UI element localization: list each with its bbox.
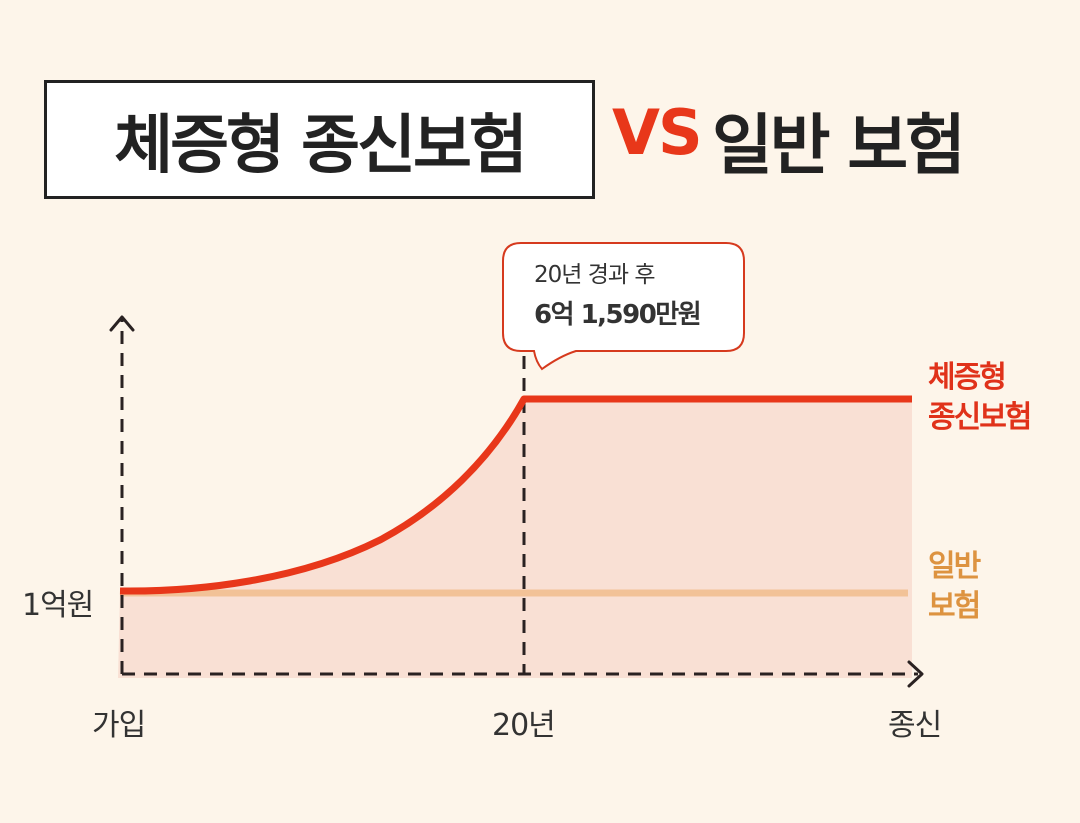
legend-general: 일반 보험 — [928, 547, 981, 627]
callout-value: 6억 1,590만원 — [534, 300, 702, 330]
title-general: 일반 보험 — [712, 107, 966, 184]
y-axis-arrow-icon — [109, 315, 135, 332]
x-tick-lifetime: 종신 — [888, 708, 942, 743]
x-tick-start: 가입 — [92, 708, 146, 743]
title-vs: VS — [612, 96, 703, 169]
callout: 20년 경과 후 6억 1,590만원 — [502, 243, 744, 351]
y-tick-label: 1억원 — [22, 588, 94, 623]
legend-general-line1: 일반 — [928, 549, 981, 584]
x-tick-20-years: 20년 — [492, 708, 556, 743]
callout-bubble — [502, 242, 745, 371]
whole-life-line — [119, 395, 912, 595]
x-axis-arrow-icon — [907, 660, 924, 688]
title-box: 체증형 종신보험 — [44, 80, 595, 199]
callout-caption: 20년 경과 후 — [534, 262, 656, 288]
legend-whole-life: 체증형 종신보험 — [928, 358, 1032, 438]
title-whole-life: 체증형 종신보험 — [114, 108, 527, 183]
legend-whole-life-line2: 종신보험 — [928, 400, 1032, 435]
legend-general-line2: 보험 — [928, 589, 981, 624]
whole-life-area-fill — [118, 399, 912, 678]
legend-whole-life-line1: 체증형 — [928, 360, 1007, 395]
